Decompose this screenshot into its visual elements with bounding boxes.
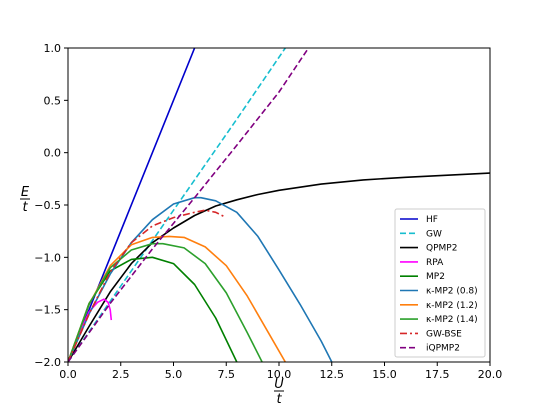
x-tick-label: 10.0	[267, 368, 292, 381]
series-line-iqpmp2	[68, 48, 310, 362]
series-line-qpmp2	[68, 172, 490, 362]
y-tick-label: −1.0	[34, 251, 61, 264]
x-tick-label: 2.5	[112, 368, 130, 381]
x-tick-label: 5.0	[165, 368, 183, 381]
series-line-mp2-0-8	[68, 196, 333, 362]
legend-label: QPMP2	[426, 244, 457, 254]
y-tick-label: 0.5	[44, 94, 62, 107]
series-line-gw	[68, 48, 286, 362]
x-tick-label: 7.5	[218, 368, 236, 381]
y-tick-label: 0.0	[44, 147, 62, 160]
legend-label: GW-BSE	[426, 329, 462, 339]
x-tick-label: 20.0	[478, 368, 503, 381]
legend-label: HF	[426, 215, 438, 225]
legend-label: MP2	[426, 272, 445, 282]
legend-label: κ-MP2 (1.2)	[426, 301, 478, 311]
x-axis-label-numerator: U	[274, 377, 284, 392]
x-tick-label: 12.5	[320, 368, 345, 381]
legend-label: κ-MP2 (0.8)	[426, 287, 478, 297]
series-line-rpa	[68, 298, 113, 362]
tick-layer: 0.0 2.5 5.0 7.5 10.0 12.5 15.0 17.5 20.0 1.0 0.5 0.…	[34, 42, 502, 381]
series-line-mp2-1-2	[68, 235, 286, 362]
legend-label: GW	[426, 229, 442, 239]
legend-label: iQPMP2	[426, 344, 460, 354]
legend-label: RPA	[426, 258, 444, 268]
x-axis-label-denominator: t	[276, 392, 282, 407]
legend-label: κ-MP2 (1.4)	[426, 315, 478, 325]
legend: HF GW QPMP2 RPA MP2 κ-MP2 (0.8) κ-MP2 (1.2) κ-M…	[394, 208, 486, 358]
legend-box	[394, 208, 486, 358]
y-tick-label: −0.5	[34, 199, 61, 212]
x-tick-label: 17.5	[425, 368, 450, 381]
series-line-mp2-1-4	[68, 242, 263, 362]
series-line-gw-bse	[68, 209, 225, 362]
y-tick-label: −1.5	[34, 304, 61, 317]
y-axis-label-denominator: t	[22, 200, 28, 215]
y-axis-label: E t	[20, 185, 30, 215]
x-axis-label: U t	[274, 377, 284, 407]
x-tick-label: 0.0	[59, 368, 77, 381]
y-tick-label: 1.0	[44, 42, 62, 55]
x-tick-label: 15.0	[372, 368, 397, 381]
y-tick-label: −2.0	[34, 356, 61, 369]
y-axis-label-numerator: E	[21, 185, 30, 200]
series-line-hf	[68, 48, 196, 362]
series-layer	[68, 48, 490, 362]
